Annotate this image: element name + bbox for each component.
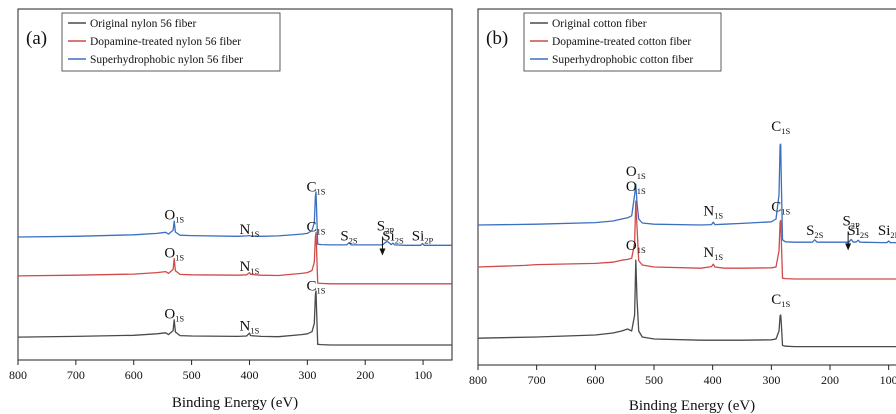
panel-a-legend: Original nylon 56 fiber Dopamine-treated…: [61, 12, 281, 72]
x-tick-label: 400: [704, 373, 722, 387]
x-tick-label: 100: [414, 368, 432, 382]
peak-label: N1S: [240, 259, 260, 276]
peak-label: C1S: [307, 220, 326, 237]
legend-label-dopamine: Dopamine-treated cotton fiber: [552, 36, 691, 48]
panel-b-x-axis-label: Binding Energy (eV): [629, 398, 755, 414]
x-tick-label: 700: [67, 368, 85, 382]
series-line-2: [17, 191, 452, 246]
panel-a-x-axis-label: Binding Energy (eV): [172, 395, 298, 411]
x-tick-label: 300: [298, 368, 316, 382]
x-tick-label: 600: [125, 368, 143, 382]
series-line-0: [477, 259, 896, 348]
x-tick-label: 800: [469, 373, 487, 387]
x-tick-label: 500: [183, 368, 201, 382]
legend-label-original: Original nylon 56 fiber: [90, 18, 197, 30]
x-tick-label: 200: [356, 368, 374, 382]
peak-label: Si2S: [382, 229, 404, 246]
x-tick-label: 100: [880, 373, 896, 387]
peak-label: S2P: [377, 219, 395, 236]
panel-b-legend: Original cotton fiber Dopamine-treated c…: [523, 12, 722, 72]
legend-label-dopamine: Dopamine-treated nylon 56 fiber: [90, 36, 241, 48]
x-tick-label: 500: [645, 373, 663, 387]
x-tick-label: 300: [762, 373, 780, 387]
peak-label: O1S: [164, 246, 184, 263]
peak-label: S2S: [806, 223, 824, 240]
legend-label-superhydrophobic: Superhydrophobic nylon 56 fiber: [90, 54, 243, 66]
panel-a-label: (a): [26, 28, 47, 49]
panel-b-series: [477, 143, 896, 348]
peak-label: O1S: [164, 307, 184, 324]
panel-a-x-axis: 800 700 600 500 400 300 200 100: [9, 360, 432, 382]
peak-label: O1S: [626, 164, 646, 181]
peak-arrowhead: [845, 243, 852, 251]
peak-label: S2S: [340, 229, 358, 246]
peak-label: C1S: [771, 119, 790, 136]
peak-label: Si2S: [847, 223, 869, 240]
panel-a-series: [17, 191, 452, 346]
series-line-2: [477, 143, 896, 244]
peak-label: N1S: [240, 319, 260, 336]
panel-a-frame: [17, 8, 453, 361]
peak-label: O1S: [626, 238, 646, 255]
peak-label: C1S: [307, 179, 326, 196]
series-line-1: [17, 232, 452, 285]
peak-arrowhead: [379, 248, 386, 256]
peak-label: O1S: [164, 208, 184, 225]
peak-label: O1S: [626, 179, 646, 196]
peak-label: Si2P: [412, 229, 434, 246]
peak-label: C1S: [307, 278, 326, 295]
panel-b-label: (b): [486, 28, 508, 49]
panel-b-frame: [477, 8, 896, 366]
series-line-1: [477, 200, 896, 280]
peak-label: N1S: [703, 245, 723, 262]
panel-a: (a) Original nylon 56 fiber Dopamine-tre…: [9, 8, 453, 411]
x-tick-label: 200: [821, 373, 839, 387]
panel-b-x-axis: 800 700 600 500 400 300 200 100: [469, 365, 896, 387]
legend-label-original: Original cotton fiber: [552, 18, 647, 30]
series-line-0: [17, 290, 452, 346]
peak-label: C1S: [771, 292, 790, 309]
peak-label: N1S: [240, 222, 260, 239]
x-tick-label: 400: [240, 368, 258, 382]
x-tick-label: 600: [586, 373, 604, 387]
legend-box: [523, 12, 722, 72]
legend-label-superhydrophobic: Superhydrophobic cotton fiber: [552, 54, 693, 66]
peak-label: Si2P: [878, 223, 896, 240]
legend-box: [61, 12, 281, 72]
peak-label: S2P: [842, 213, 860, 230]
x-tick-label: 800: [9, 368, 27, 382]
panel-b: (b) Original cotton fiber Dopamine-treat…: [469, 8, 896, 414]
peak-label: N1S: [703, 203, 723, 220]
x-tick-label: 700: [528, 373, 546, 387]
peak-label: C1S: [771, 199, 790, 216]
